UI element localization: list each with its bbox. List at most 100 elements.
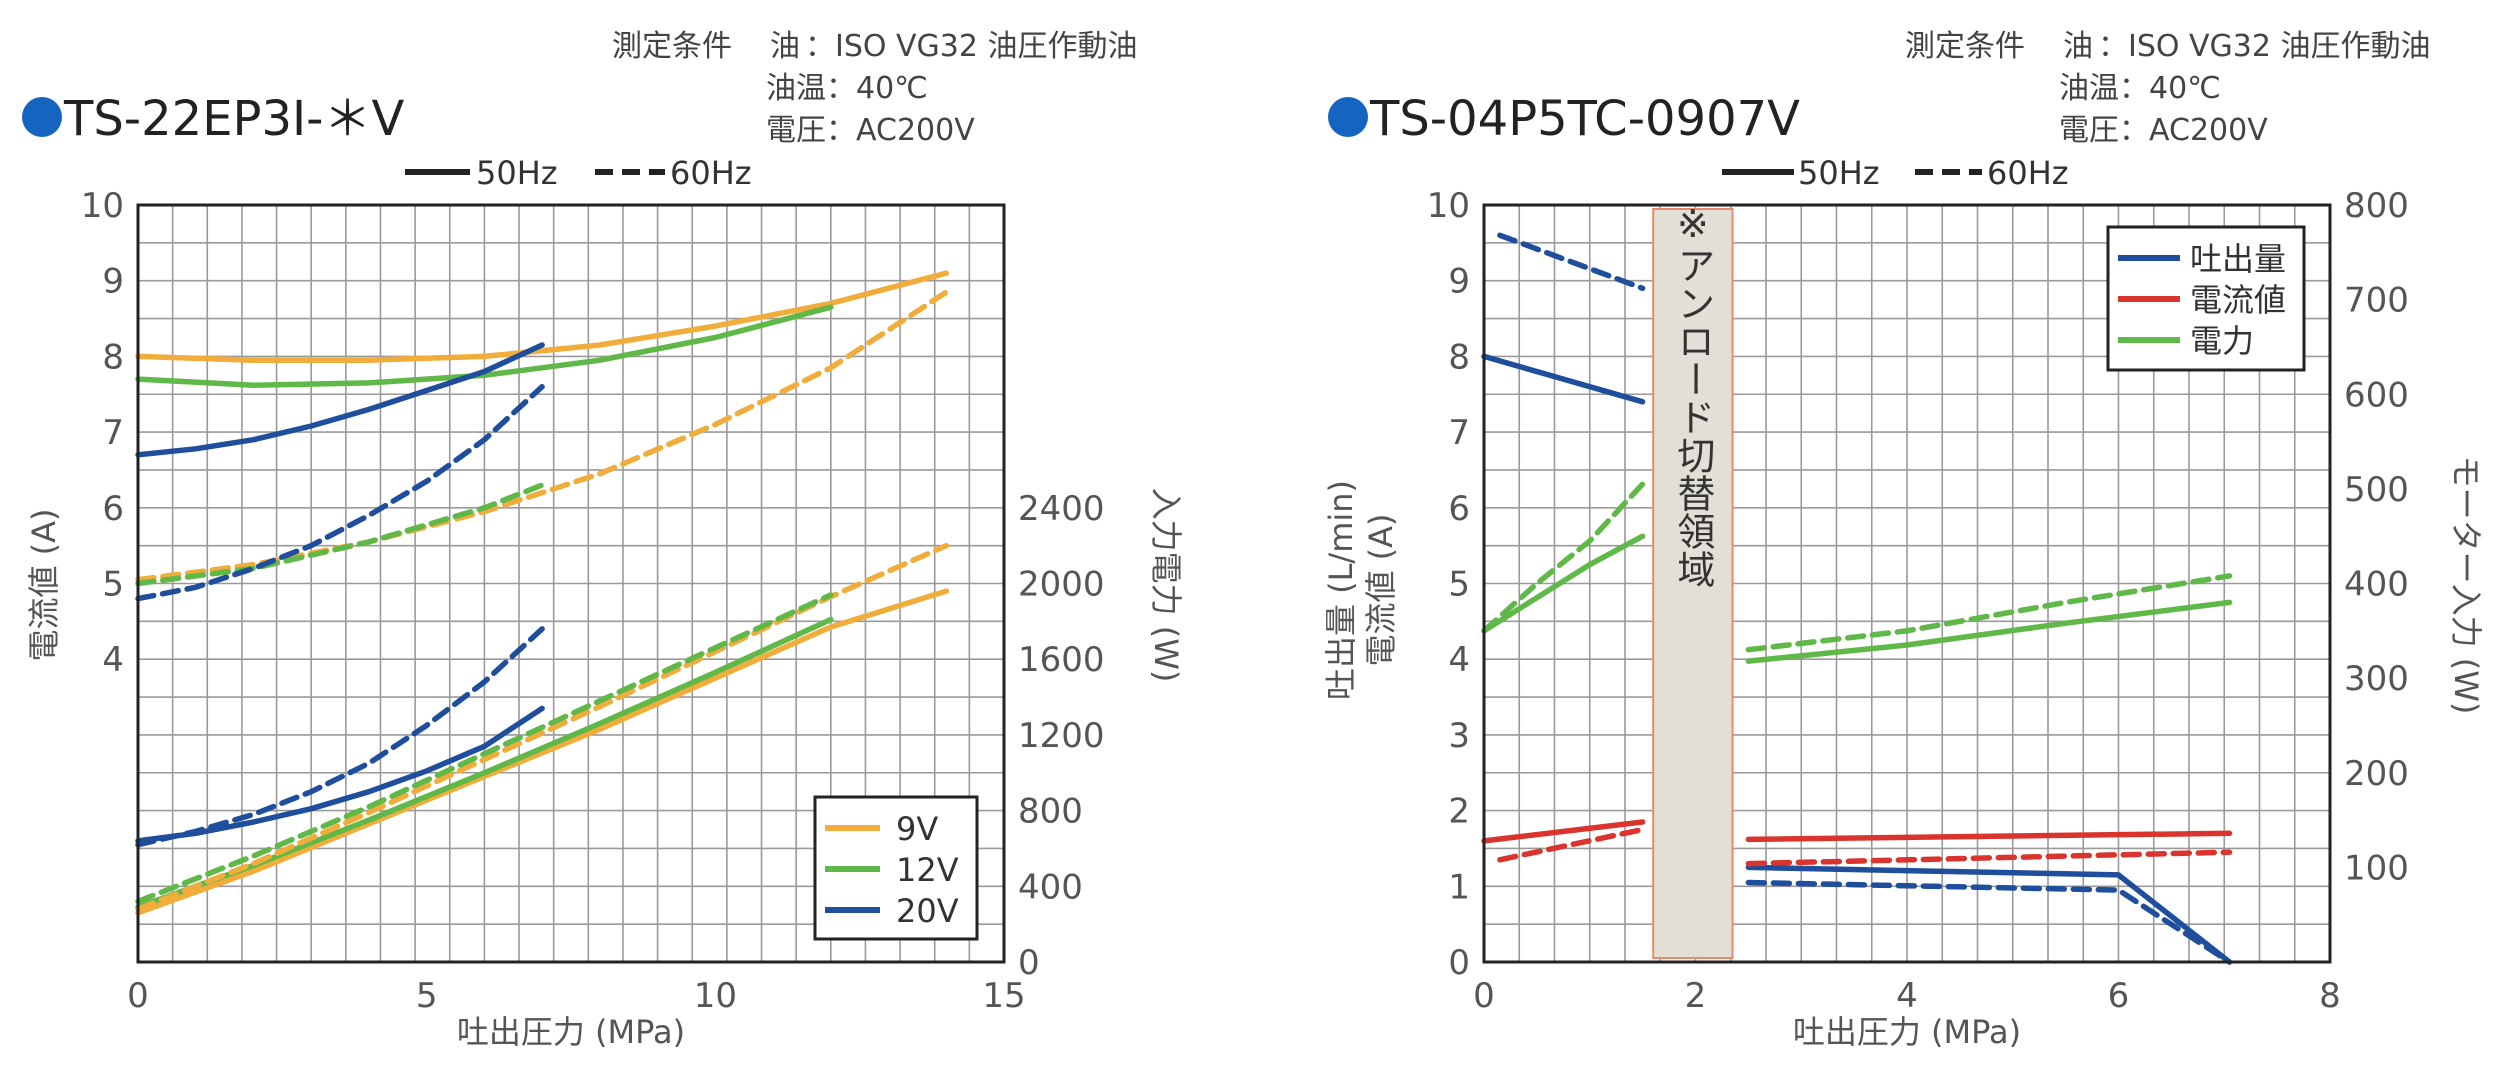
condition-voltage: 電圧：AC200V xyxy=(2059,113,2268,148)
y-axis-left-label-current: 電流値 (A) xyxy=(1362,513,1400,666)
series-line-電力-60Hz xyxy=(1745,573,2233,653)
unload-region-band xyxy=(1652,208,1734,959)
x-tick-label: 6 xyxy=(2108,976,2130,1016)
y-right-tick-label: 1600 xyxy=(1018,640,1105,680)
x-axis-label: 吐出圧力 (MPa) xyxy=(1793,1013,2021,1051)
y-right-tick-label: 300 xyxy=(2344,659,2409,699)
series-line-吐出量-50Hz xyxy=(1481,353,1646,405)
y-left-tick-label: 6 xyxy=(1448,489,1470,529)
y-left-tick-label: 7 xyxy=(102,413,124,453)
series-line-12V-60Hz xyxy=(135,482,545,587)
series-line-電流値-50Hz xyxy=(1745,830,2233,843)
y-left-tick-label: 9 xyxy=(102,262,124,302)
unload-region-label: ※アンロード切替領域 xyxy=(1671,202,1715,588)
series-line-電力-50Hz xyxy=(1481,533,1646,634)
series-line-20V-60Hz xyxy=(135,383,545,602)
x-tick-label: 2 xyxy=(1685,976,1707,1016)
y-left-tick-label: 3 xyxy=(1448,716,1470,756)
y-right-tick-label: 500 xyxy=(2344,470,2409,510)
y-left-tick-label: 5 xyxy=(102,565,124,605)
title-bullet xyxy=(22,97,62,137)
plot-series xyxy=(135,270,950,916)
condition-label: 測定条件 xyxy=(612,29,732,64)
x-tick-label: 0 xyxy=(1473,976,1495,1016)
legend-label-12v: 12V xyxy=(896,851,959,889)
y-right-tick-label: 0 xyxy=(1018,943,1040,983)
chart-title: TS-04P5TC-0907V xyxy=(1369,91,1800,147)
legend-label-20v: 20V xyxy=(896,892,959,930)
title-bullet xyxy=(1328,97,1368,137)
series-legend: 吐出量 電流値 電力 xyxy=(2106,225,2306,372)
condition-oil-value: ：ISO VG32 油圧作動油 xyxy=(805,29,1138,64)
y-left-tick-label: 8 xyxy=(1448,337,1470,377)
legend-label-9v: 9V xyxy=(896,810,938,848)
plot-frame xyxy=(1482,203,2332,964)
y-axis-left-label-flow: 吐出量 (L/min) xyxy=(1322,480,1360,700)
series-legend: 9V 12V 20V xyxy=(813,795,979,941)
chart-title: TS-22EP3I-＊V xyxy=(63,91,404,147)
y-left-tick-label: 1 xyxy=(1448,867,1470,907)
condition-label: 測定条件 xyxy=(1905,29,2025,64)
plot-frame xyxy=(136,203,1006,964)
chart-right: TS-04P5TC-0907V 測定条件 油 ：ISO VG32 油圧作動油 油… xyxy=(1322,29,2485,1051)
series-line-12V-50Hz xyxy=(135,304,834,388)
y-left-tick-label: 4 xyxy=(102,640,124,680)
series-line-12V-60Hz xyxy=(135,592,834,905)
y-left-tick-label: 0 xyxy=(1448,943,1470,983)
x-tick-label: 15 xyxy=(982,976,1025,1016)
x-tick-label: 10 xyxy=(694,976,737,1016)
plot-series xyxy=(1481,232,2233,965)
x-tick-label: 8 xyxy=(2319,976,2341,1016)
y-axis-right-label: モーター入力 (W) xyxy=(2447,456,2485,715)
y-left-tick-label: 2 xyxy=(1448,792,1470,832)
condition-oil-value: ：ISO VG32 油圧作動油 xyxy=(2098,29,2431,64)
x-tick-label: 5 xyxy=(416,976,438,1016)
y-right-tick-label: 1200 xyxy=(1018,716,1105,756)
y-right-tick-label: 2400 xyxy=(1018,489,1105,529)
series-line-電力-60Hz xyxy=(1481,481,1646,634)
y-left-tick-label: 4 xyxy=(1448,640,1470,680)
hz-legend-60: 60Hz xyxy=(1987,154,2069,192)
condition-oil-temp: 油温：40℃ xyxy=(2059,71,2221,106)
legend-label-current: 電流値 xyxy=(2190,281,2286,319)
y-right-tick-label: 200 xyxy=(2344,754,2409,794)
condition-oil-key: 油 xyxy=(2063,29,2093,64)
series-line-電流値-60Hz xyxy=(1497,826,1646,863)
series-line-電力-50Hz xyxy=(1745,599,2233,664)
unload-region: ※アンロード切替領域 xyxy=(1652,202,1734,959)
series-line-20V-50Hz xyxy=(135,705,545,844)
y-right-tick-label: 2000 xyxy=(1018,565,1105,605)
y-right-tick-label: 400 xyxy=(1018,867,1083,907)
y-right-tick-label: 100 xyxy=(2344,848,2409,888)
hz-legend-50: 50Hz xyxy=(476,154,558,192)
y-left-tick-label: 10 xyxy=(81,186,124,226)
y-left-tick-label: 8 xyxy=(102,337,124,377)
series-line-電流値-50Hz xyxy=(1481,819,1646,844)
y-left-tick-label: 9 xyxy=(1448,262,1470,302)
y-left-tick-label: 7 xyxy=(1448,413,1470,453)
tick-labels: 0 2 4 6 8 0 1 2 3 4 5 6 7 8 9 10 100 200 300 400 500 600 700 80… xyxy=(1427,186,2409,1016)
series-line-20V-60Hz xyxy=(135,626,545,848)
series-line-電流値-60Hz xyxy=(1745,849,2233,867)
condition-oil-key: 油 xyxy=(770,29,800,64)
y-right-tick-label: 400 xyxy=(2344,565,2409,605)
x-tick-label: 4 xyxy=(1896,976,1918,1016)
legend-label-power: 電力 xyxy=(2190,322,2254,360)
series-line-9V-50Hz xyxy=(135,588,950,916)
series-line-20V-50Hz xyxy=(135,342,545,458)
series-legend-box xyxy=(813,795,979,941)
legend-label-flow: 吐出量 xyxy=(2190,240,2286,278)
hz-legend-60: 60Hz xyxy=(670,154,752,192)
series-line-吐出量-50Hz xyxy=(1745,864,2233,965)
x-axis-label: 吐出圧力 (MPa) xyxy=(457,1013,685,1051)
y-left-tick-label: 6 xyxy=(102,489,124,529)
series-line-吐出量-60Hz xyxy=(1745,879,2233,965)
tick-labels: 0 5 10 15 4 5 6 7 8 9 10 0 400 800 1200 1600 2000 2400 xyxy=(81,186,1105,1016)
y-left-tick-label: 10 xyxy=(1427,186,1470,226)
x-tick-label: 0 xyxy=(127,976,149,1016)
hz-legend-50: 50Hz xyxy=(1798,154,1880,192)
condition-oil-temp: 油温：40℃ xyxy=(766,71,928,106)
series-line-吐出量-60Hz xyxy=(1497,232,1646,292)
y-axis-left-label: 電流値 (A) xyxy=(25,508,63,661)
